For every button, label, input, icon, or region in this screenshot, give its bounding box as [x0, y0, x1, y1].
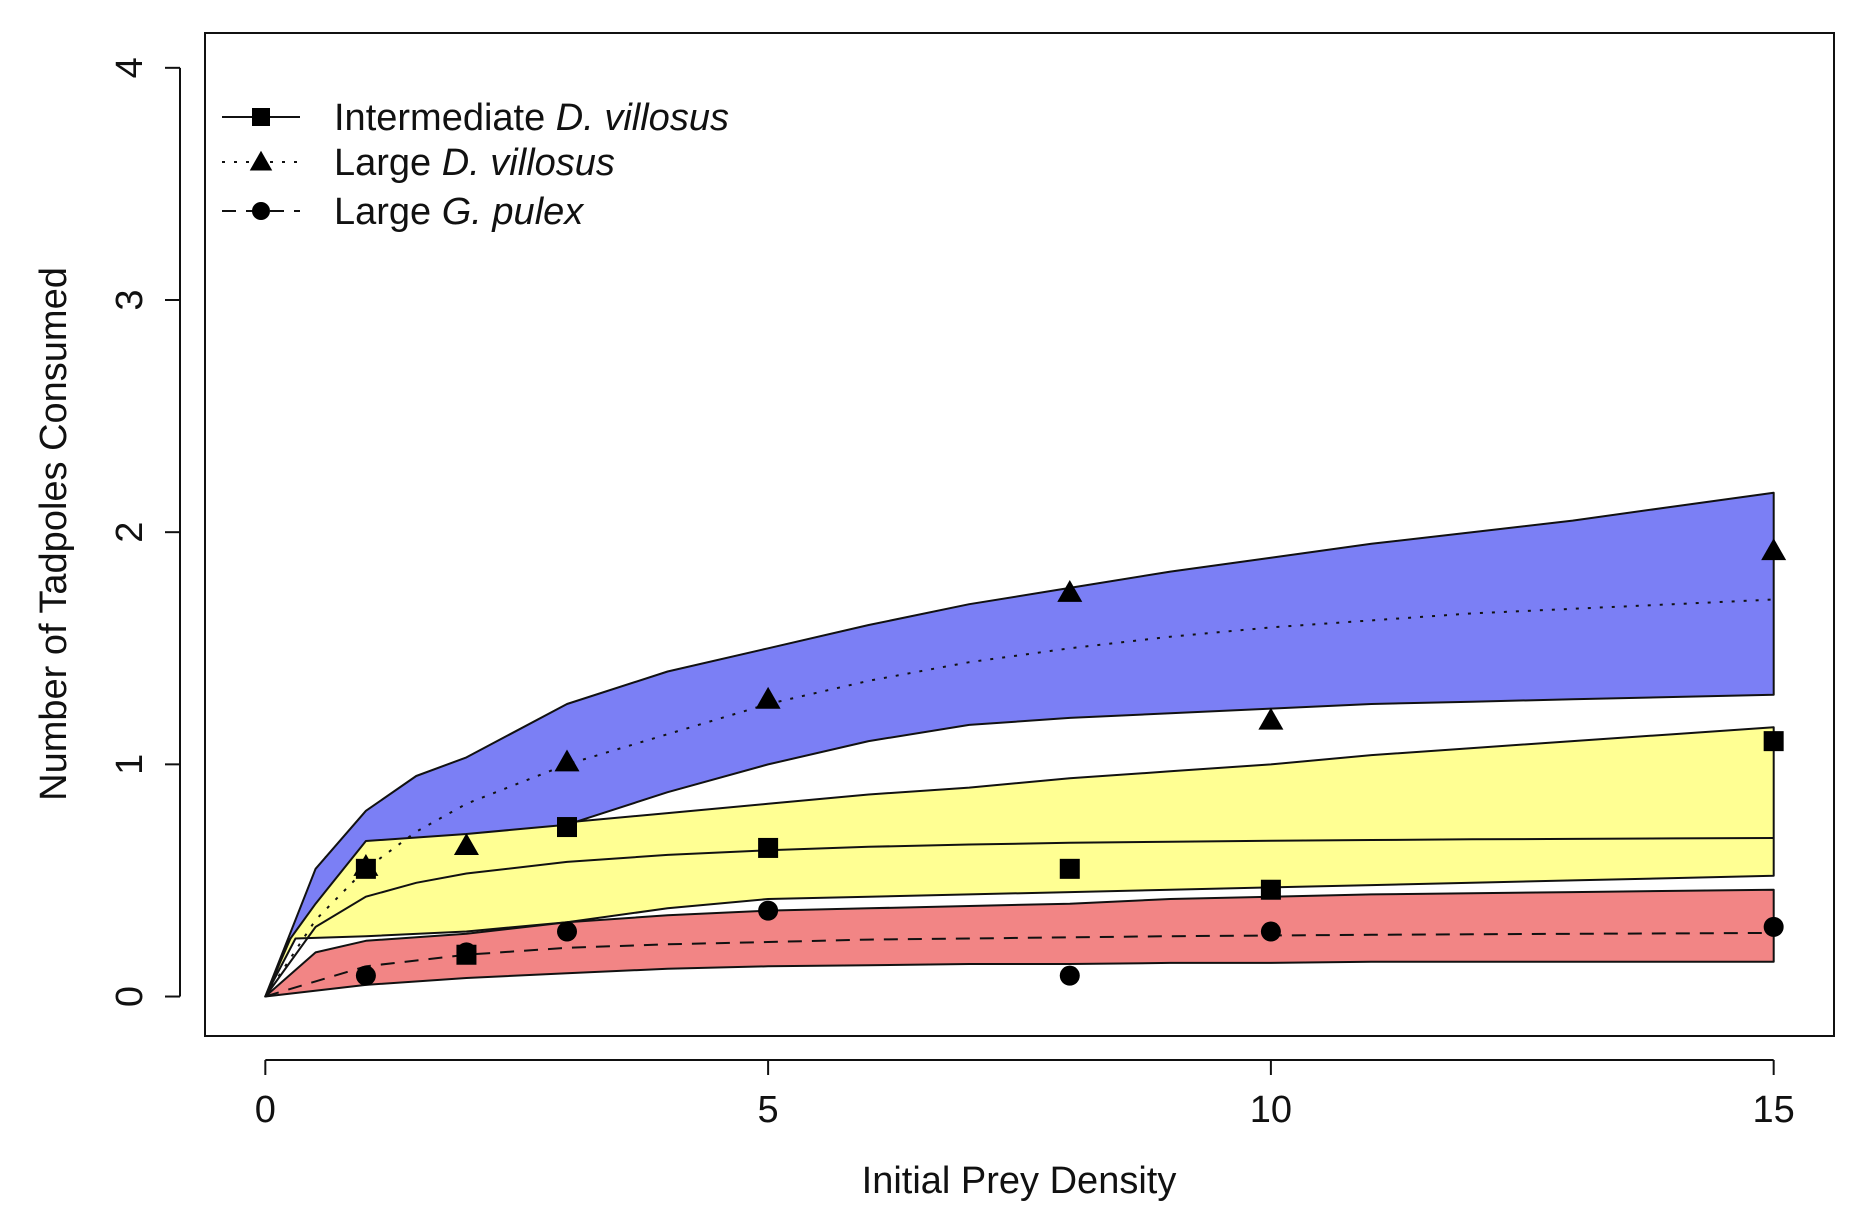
point-intermediate-d-villosus [1059, 858, 1080, 879]
y-tick-label: 1 [109, 754, 151, 775]
y-axis: 0 1 2 3 4 [109, 57, 181, 1007]
point-large-g-pulex [1260, 921, 1281, 942]
legend-marker-circle-icon [252, 202, 270, 220]
point-large-d-villosus [755, 686, 781, 709]
fitted-curves [264, 598, 1774, 998]
x-axis-title: Initial Prey Density [862, 1160, 1177, 1202]
point-large-g-pulex [1763, 916, 1784, 937]
point-large-g-pulex [355, 965, 376, 986]
legend-label: Large G. pulex [334, 191, 585, 233]
point-large-g-pulex [1059, 965, 1080, 986]
band-intermediate-d-villosus [264, 726, 1775, 998]
x-tick-label: 10 [1250, 1089, 1292, 1131]
point-large-d-villosus [554, 749, 580, 772]
observed-points [353, 538, 1787, 986]
plot-frame [204, 32, 1835, 1037]
curve-intermediate-d-villosus [264, 837, 1774, 998]
point-intermediate-d-villosus [557, 817, 577, 838]
y-tick-label: 0 [109, 986, 151, 1007]
x-tick-label: 0 [255, 1089, 276, 1131]
legend-marker-triangle-icon [249, 150, 273, 171]
x-tick-label: 15 [1753, 1089, 1795, 1131]
point-large-g-pulex [758, 900, 779, 921]
point-large-d-villosus [353, 854, 379, 876]
point-large-g-pulex [557, 921, 577, 942]
x-tick-label: 5 [758, 1089, 779, 1131]
point-large-d-villosus [1258, 707, 1284, 730]
point-intermediate-d-villosus [1260, 879, 1281, 900]
point-intermediate-d-villosus [758, 837, 779, 858]
legend-label: Large D. villosus [334, 142, 615, 184]
point-intermediate-d-villosus [1763, 731, 1784, 752]
point-large-d-villosus [453, 833, 479, 855]
point-large-d-villosus [1057, 580, 1083, 602]
legend-marker-square-icon [252, 108, 270, 126]
confidence-bands [264, 491, 1775, 998]
y-axis-title: Number of Tadpoles Consumed [33, 267, 75, 801]
point-large-d-villosus [1761, 538, 1787, 561]
y-tick-label: 3 [109, 289, 151, 310]
y-tick-label: 2 [109, 522, 151, 543]
point-large-g-pulex [456, 942, 477, 963]
band-large-g-pulex [264, 888, 1775, 998]
y-tick-label: 4 [109, 57, 151, 78]
legend-label: Intermediate D. villosus [334, 97, 729, 139]
x-axis: 0 5 10 15 [255, 1059, 1795, 1131]
